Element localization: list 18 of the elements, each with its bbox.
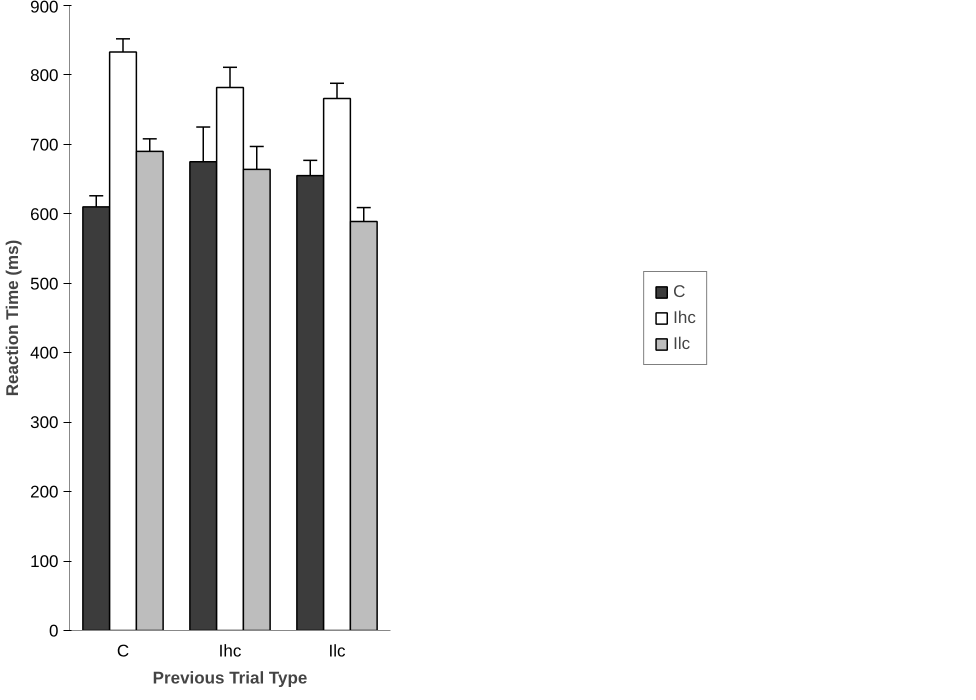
x-tick-label: Ilc [328,642,346,660]
y-axis-title: Reaction Time (ms) [3,240,22,396]
x-tick-label: C [116,642,130,660]
legend-label: Ihc [673,308,696,328]
y-tick-label: 0 [49,622,59,640]
legend-label: C [673,282,686,302]
x-tick-label: Ihc [218,642,242,660]
x-axis-title: Previous Trial Type [152,668,308,688]
y-tick-label: 600 [30,204,59,224]
legend-label: Ilc [673,334,692,354]
y-tick-label: 200 [30,482,59,502]
y-tick-label: 300 [30,413,59,432]
y-tick-label: 900 [30,0,59,16]
y-tick-label: 700 [30,135,59,154]
y-tick-label: 100 [30,552,59,572]
y-tick-label: 500 [30,274,59,294]
y-tick-label: 400 [30,344,59,363]
y-tick-label: 800 [30,66,59,85]
